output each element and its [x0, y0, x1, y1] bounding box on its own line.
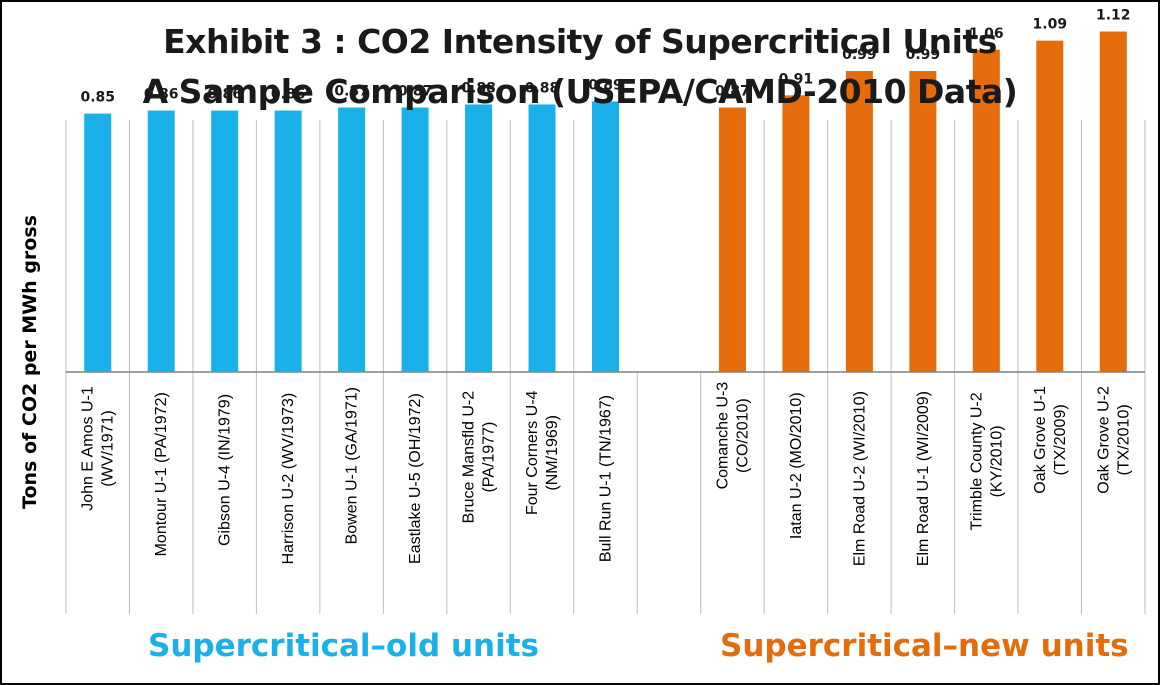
chart-title: Exhibit 3 : CO2 Intensity of Supercritic… — [163, 22, 997, 61]
data-label: 0.87 — [398, 84, 433, 100]
bar — [1036, 40, 1064, 372]
data-label: 0.88 — [461, 80, 496, 96]
data-label: 0.89 — [588, 77, 623, 93]
category-label: Eastlake U-5 (OH/1972) — [407, 393, 424, 564]
bar — [592, 101, 619, 372]
category-label: Trimble County U-2 (KY/2010) — [968, 392, 1005, 530]
category-label: Oak Grove U-1 (TX/2009) — [1032, 386, 1069, 494]
bar — [718, 107, 746, 373]
bar — [465, 104, 493, 372]
legend-old-units: Supercritical–old units — [148, 628, 539, 664]
data-label: 1.06 — [969, 26, 1004, 42]
data-label: 0.87 — [334, 84, 369, 100]
data-label: 0.86 — [207, 87, 242, 103]
bar — [909, 71, 937, 372]
bar — [84, 113, 112, 372]
category-label: John E Amos U-1 (WV/1971) — [80, 386, 117, 511]
bar — [274, 110, 302, 372]
category-label: Four Corners U-4 (NM/1969) — [524, 390, 561, 515]
category-label: Harrison U-2 (WV/1973) — [280, 393, 297, 565]
bar — [1099, 31, 1127, 373]
y-axis-label: Tons of CO2 per MWh gross — [19, 215, 41, 509]
legend-new-units: Supercritical–new units — [720, 628, 1129, 664]
bar — [211, 110, 239, 372]
data-label: 0.87 — [715, 84, 750, 100]
category-label: Iatan U-2 (MO/2010) — [788, 392, 805, 539]
bar — [338, 107, 366, 373]
chart-subtitle: A Sample Comparison (USEPA/CAMD-2010 Dat… — [142, 72, 1018, 111]
category-label: Bull Run U-1 (TN/1967) — [598, 395, 615, 562]
data-label: 0.99 — [906, 47, 941, 63]
data-label: 1.12 — [1096, 8, 1131, 24]
data-label: 0.85 — [80, 90, 115, 106]
data-label: 0.86 — [271, 87, 306, 103]
category-label: Gibson U-4 (IN/1979) — [217, 394, 234, 546]
bar — [147, 110, 175, 372]
category-label: Comanche U-3 (CO/2010) — [714, 382, 751, 490]
category-label: Montour U-1 (PA/1972) — [153, 392, 170, 556]
category-label: Elm Road U-1 (WI/2009) — [915, 391, 932, 566]
category-label: Oak Grove U-2 (TX/2010) — [1095, 386, 1132, 494]
category-label: Elm Road U-2 (WI/2010) — [851, 391, 868, 566]
bar — [782, 95, 810, 373]
data-label: 1.09 — [1033, 17, 1068, 33]
data-label: 0.99 — [842, 47, 877, 63]
bar — [401, 107, 429, 373]
category-label: Bowen U-1 (GA/1971) — [344, 387, 361, 544]
bar — [528, 104, 556, 372]
category-label: Bruce Mansfld U-2 (PA/1977) — [461, 391, 498, 524]
bar — [845, 71, 873, 372]
bar — [972, 49, 1000, 372]
data-label: 0.86 — [144, 87, 179, 103]
data-label: 0.91 — [779, 71, 814, 87]
data-label: 0.88 — [525, 80, 560, 96]
